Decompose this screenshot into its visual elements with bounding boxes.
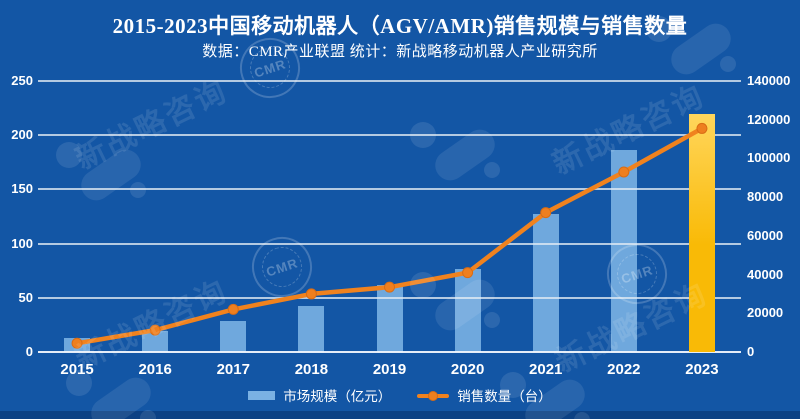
gridline-150 [38,188,741,191]
left-axis-tick-150: 150 [11,181,33,197]
left-axis-tick-0: 0 [25,344,33,359]
bar-2015[interactable] [64,338,91,352]
line-point-2017[interactable] [227,303,239,315]
x-axis-label-2022[interactable]: 2022 [607,361,641,378]
watermark-seal-1: CMR [244,229,320,305]
line-series-swatch-icon [417,390,450,401]
gridline-250 [38,80,741,82]
right-axis-tick-140000: 140000 [747,73,791,88]
bar-2020[interactable] [454,268,481,352]
bar-2017[interactable] [220,320,247,352]
x-axis-label-2016[interactable]: 2016 [138,361,172,378]
bar-2019[interactable] [376,284,403,352]
watermark-logo-bean-0 [75,143,147,207]
left-axis-tick-100: 100 [11,235,33,251]
x-axis-label-2017[interactable]: 2017 [216,361,250,378]
bar-2016[interactable] [142,331,169,352]
left-axis-tick-200: 200 [11,127,33,143]
right-axis-tick-20000: 20000 [747,305,784,321]
right-axis-tick-120000: 120000 [747,111,791,127]
bar-2023-highlight[interactable] [688,113,715,352]
x-axis-label-2021[interactable]: 2021 [529,361,563,378]
left-axis-tick-50: 50 [18,289,33,305]
legend-item-market-size[interactable]: 市场规模（亿元） [248,385,391,405]
gridline-100 [38,242,741,245]
watermark-logo-dot-sm-1 [484,162,500,178]
watermark-logo-bean-1 [429,123,501,187]
x-axis-label-2018[interactable]: 2018 [294,361,329,378]
left-axis-tick-250: 250 [11,73,33,88]
watermark-logo-dot-lg-0 [56,142,82,168]
bar-2018[interactable] [298,306,325,352]
bar-2022[interactable] [610,150,637,352]
right-axis-tick-80000: 80000 [747,189,784,205]
gridline-0 [38,351,741,353]
x-axis-label-2015[interactable]: 2015 [60,361,94,378]
legend-label-sales-qty: 销售数量（台） [457,389,552,404]
gridline-200 [38,134,741,137]
x-axis-label-2019[interactable]: 2019 [372,361,407,378]
gridline-50 [38,296,741,299]
watermark-seal-text-1: CMR [256,241,308,293]
right-axis-tick-100000: 100000 [747,150,791,166]
bar-2021[interactable] [532,214,559,352]
right-axis-tick-40000: 40000 [747,266,784,282]
legend-item-sales-qty[interactable]: 销售数量（台） [417,385,552,405]
right-axis-tick-0: 0 [747,344,755,359]
watermark-logo-dot-lg-2 [410,272,436,298]
x-axis-label-2020[interactable]: 2020 [450,361,485,378]
chart-subtitle: 数据：CMR产业联盟 统计：新战略移动机器人产业研究所 [202,44,598,60]
x-axis-label-2023[interactable]: 2023 [685,361,719,378]
right-axis-tick-60000: 60000 [747,227,784,243]
footer-strip [0,411,800,419]
watermark-logo-dot-sm-2 [484,312,500,328]
bar-series-swatch-icon [248,390,276,400]
chart-legend: 市场规模（亿元） 销售数量（台） [0,386,800,404]
legend-label-market-size: 市场规模（亿元） [283,389,392,404]
chart-title: 2015-2023中国移动机器人（AGV/AMR)销售规模与销售数量 [112,14,688,38]
watermark-text-0: 新战略咨询 [70,74,234,177]
